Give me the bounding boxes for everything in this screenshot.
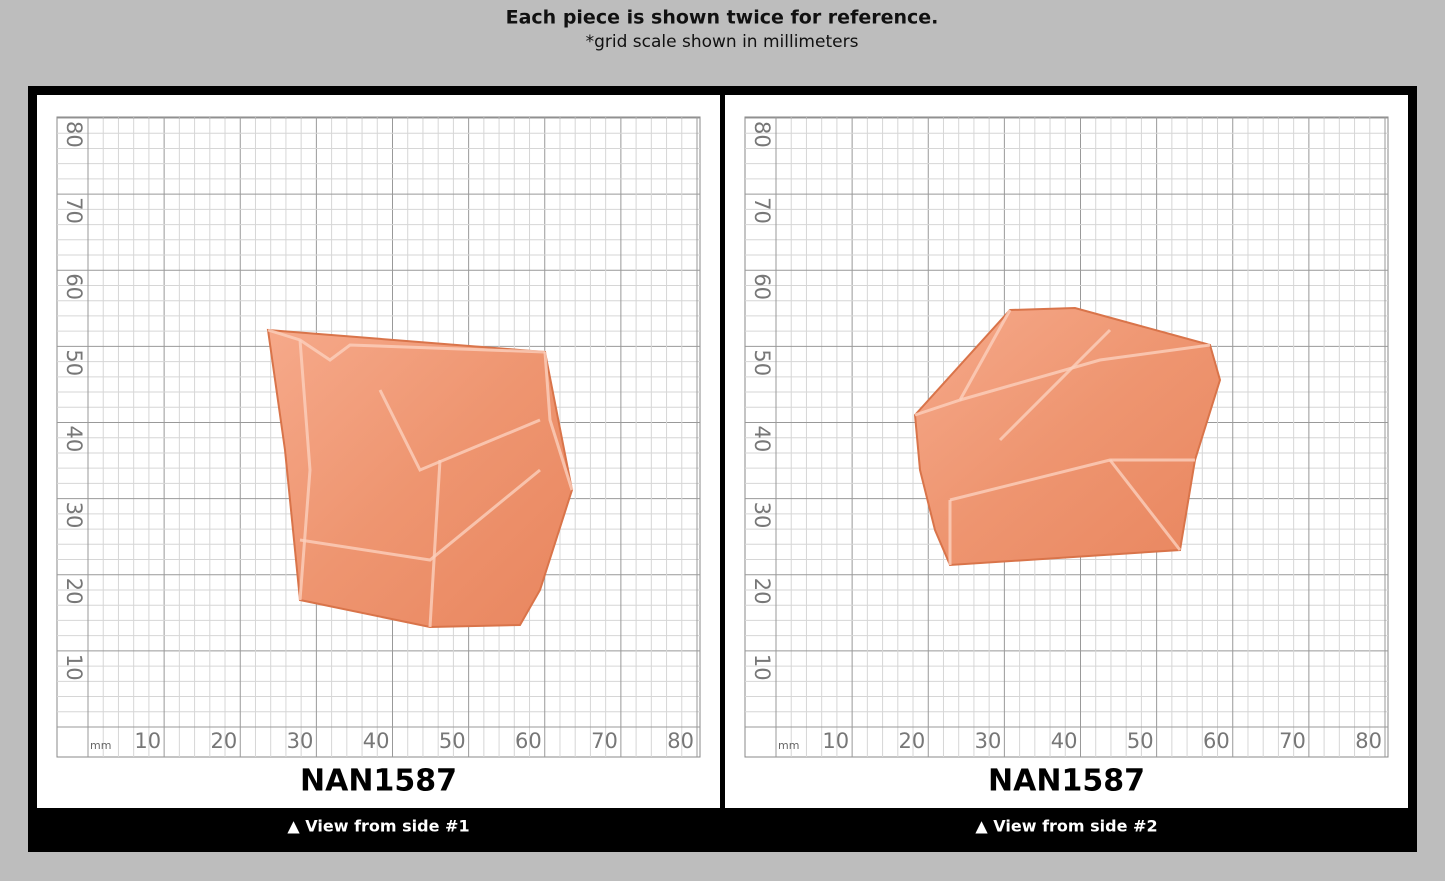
y-tick-label: 30 <box>62 502 86 529</box>
gemstone-facet <box>1108 459 1182 551</box>
gemstone-facet <box>543 351 574 491</box>
panel: mm 10 10 20 20 30 30 40 40 50 50 60 60 70 70 80 80 NAN158… <box>725 95 1408 836</box>
y-tick-label: 10 <box>750 654 774 681</box>
y-tick-label: 10 <box>62 654 86 681</box>
x-tick-label: 30 <box>287 729 314 753</box>
y-tick-label: 40 <box>62 426 86 453</box>
panel: mm 10 10 20 20 30 30 40 40 50 50 60 60 70 70 80 80 NAN158… <box>37 95 720 836</box>
x-tick-label: 50 <box>439 729 466 753</box>
x-tick-label: 50 <box>1127 729 1154 753</box>
x-tick-label: 60 <box>1203 729 1230 753</box>
unit-label: mm <box>778 739 799 752</box>
y-tick-label: 80 <box>750 121 774 148</box>
piece-label: NAN1587 <box>988 764 1145 799</box>
y-tick-label: 70 <box>750 197 774 224</box>
panel-caption: ▲ View from side #2 <box>975 817 1157 836</box>
gemstone-facet <box>267 328 546 362</box>
x-tick-label: 10 <box>822 729 849 753</box>
y-tick-label: 60 <box>750 273 774 300</box>
x-tick-label: 20 <box>211 729 238 753</box>
x-tick-label: 60 <box>515 729 542 753</box>
panels: mm 10 10 20 20 30 30 40 40 50 50 60 60 70 70 80 80 NAN158… <box>37 95 1408 836</box>
x-tick-label: 20 <box>899 729 926 753</box>
y-tick-label: 20 <box>62 578 86 605</box>
piece-label: NAN1587 <box>300 764 457 799</box>
gemstone-facet <box>378 389 541 472</box>
unit-label: mm <box>90 739 111 752</box>
panel-caption: ▲ View from side #1 <box>287 817 469 836</box>
gemstone-facet <box>998 328 1112 442</box>
y-tick-label: 30 <box>750 502 774 529</box>
gemstone-facet <box>298 339 312 601</box>
y-tick-label: 60 <box>62 273 86 300</box>
y-tick-label: 40 <box>750 426 774 453</box>
title: Each piece is shown twice for reference. <box>506 7 939 29</box>
y-tick-label: 70 <box>62 197 86 224</box>
y-tick-label: 50 <box>750 349 774 376</box>
gemstone-facet <box>299 468 541 562</box>
subtitle: *grid scale shown in millimeters <box>586 32 859 52</box>
x-tick-label: 30 <box>975 729 1002 753</box>
x-tick-label: 40 <box>1051 729 1078 753</box>
x-tick-label: 70 <box>1279 729 1306 753</box>
x-tick-label: 70 <box>591 729 618 753</box>
y-tick-label: 20 <box>750 578 774 605</box>
gemstone-facet <box>959 343 1211 402</box>
y-tick-label: 50 <box>62 349 86 376</box>
gemstone <box>266 328 574 629</box>
x-tick-label: 80 <box>1355 729 1382 753</box>
x-tick-label: 10 <box>134 729 161 753</box>
gemstone-facet <box>428 459 442 628</box>
x-tick-label: 40 <box>363 729 390 753</box>
x-tick-label: 80 <box>667 729 694 753</box>
y-tick-label: 80 <box>62 121 86 148</box>
